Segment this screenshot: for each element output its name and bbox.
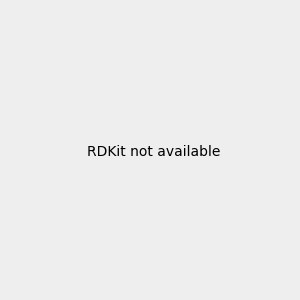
Text: RDKit not available: RDKit not available — [87, 145, 220, 158]
